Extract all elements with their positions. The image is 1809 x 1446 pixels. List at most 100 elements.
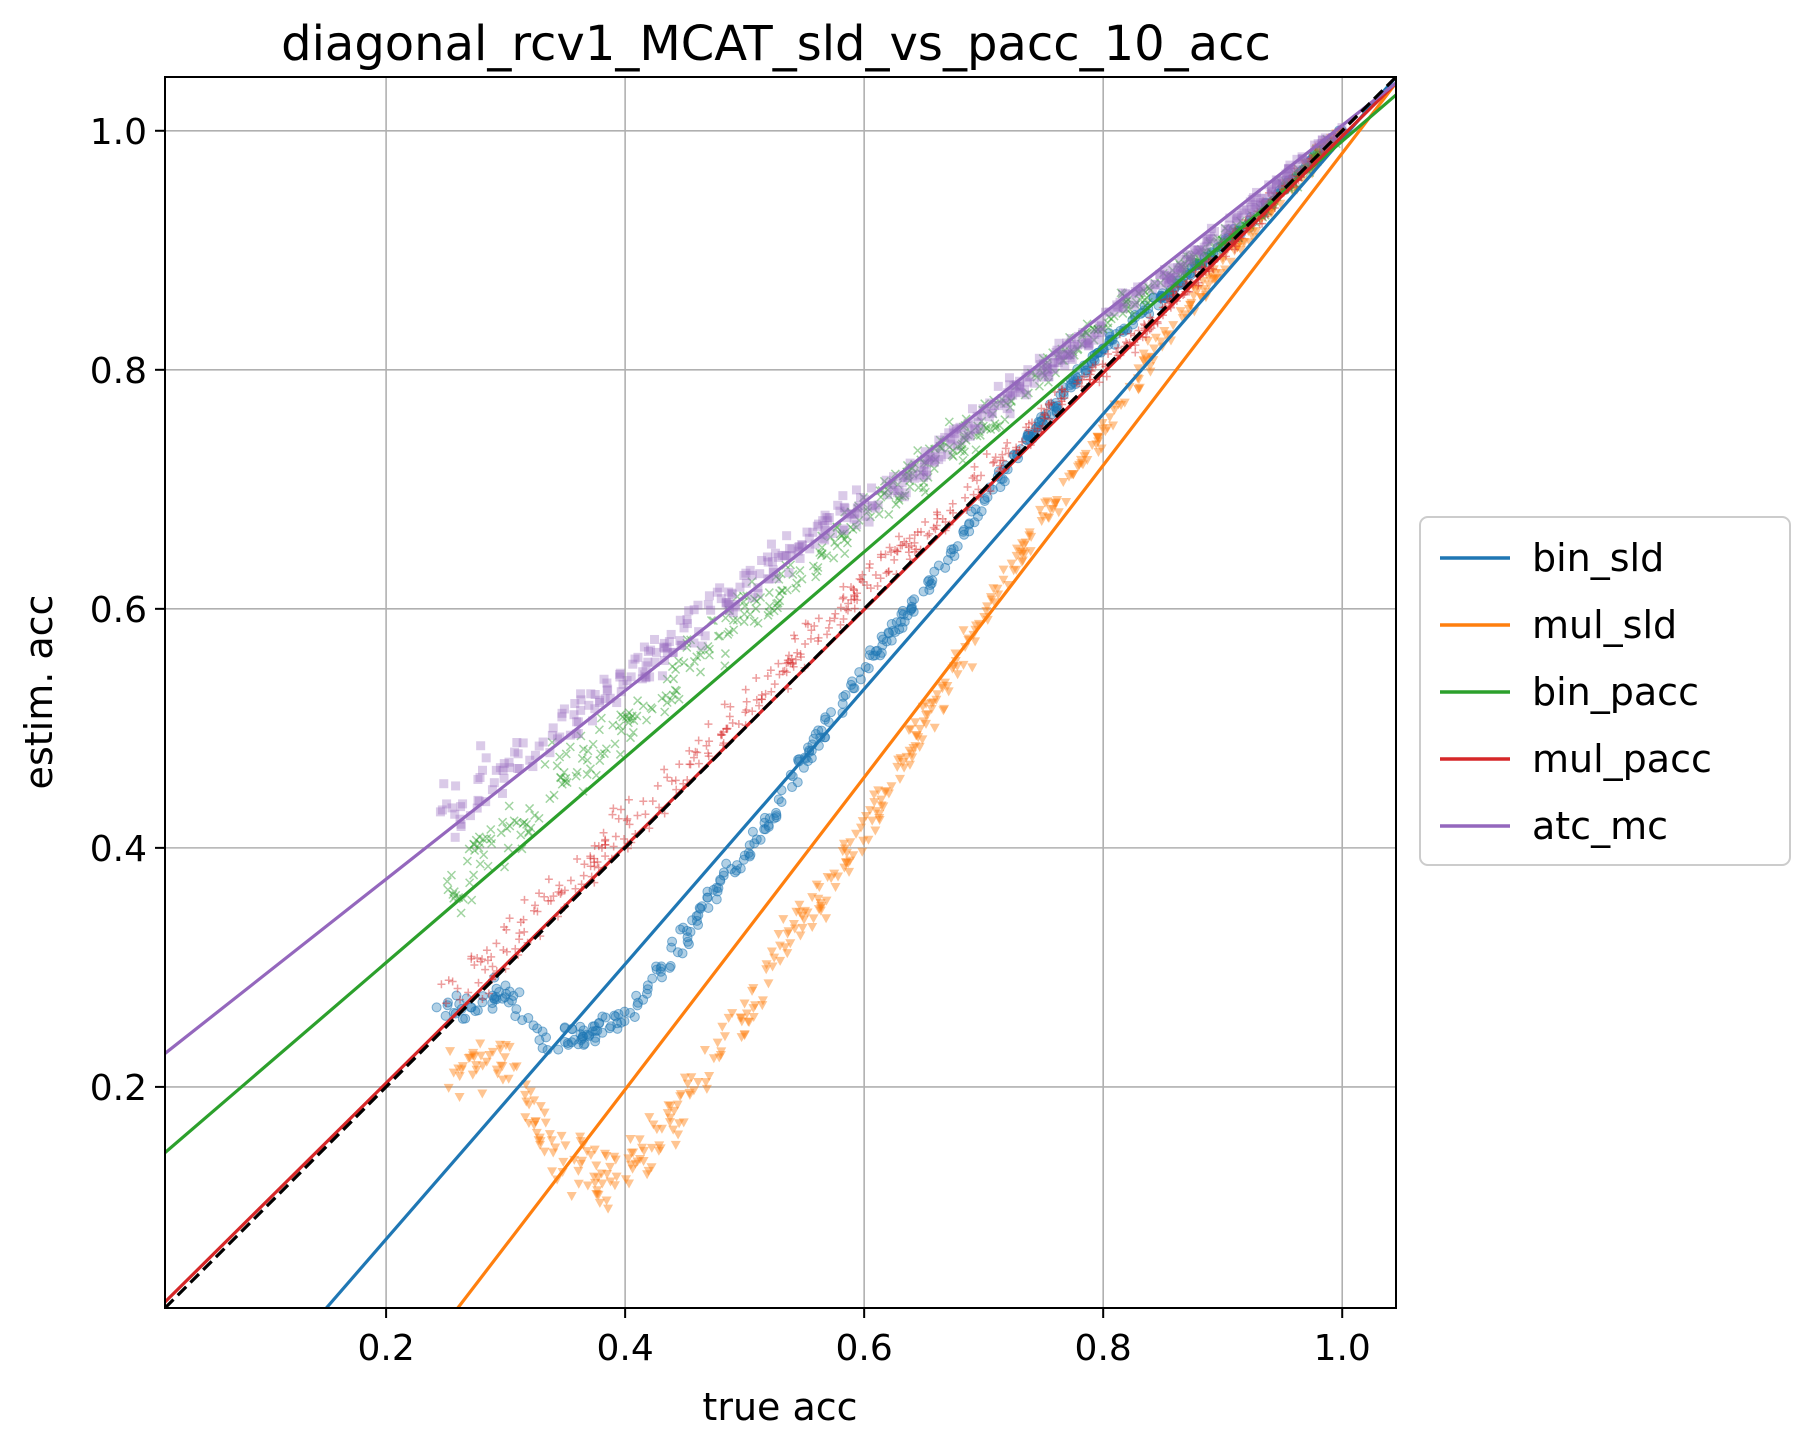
bin-pacc-point <box>897 491 907 501</box>
mul-pacc-point <box>520 927 529 936</box>
mul-sld-point <box>913 733 924 743</box>
atc-mc-point <box>802 527 812 537</box>
bin-pacc-point <box>1059 356 1069 366</box>
bin-pacc-point <box>884 509 894 519</box>
atc-mc-point <box>956 424 966 434</box>
mul-sld-point <box>456 1065 467 1075</box>
mul-pacc-point <box>1057 385 1066 394</box>
bin-pacc-point <box>562 778 572 788</box>
mul-sld-point <box>644 1113 655 1123</box>
mul-sld-point <box>642 1170 653 1180</box>
mul-pacc-point <box>544 875 553 884</box>
mul-pacc-point <box>778 667 787 676</box>
mul-pacc-point <box>560 886 569 895</box>
mul-pacc-point <box>884 567 893 576</box>
mul-pacc-point <box>791 655 800 664</box>
atc-mc-point <box>628 659 638 669</box>
mul-sld-point <box>1025 547 1036 557</box>
bin-pacc-point <box>661 691 671 701</box>
mul-pacc-point <box>787 654 796 663</box>
atc-mc-point <box>1239 205 1249 215</box>
atc-mc-point <box>1073 331 1083 341</box>
atc-mc-point <box>1055 351 1065 361</box>
bin-sld-point <box>933 560 944 571</box>
mul-pacc-point <box>620 835 629 844</box>
atc-mc-point <box>1042 367 1052 377</box>
atc-mc-point <box>584 700 594 710</box>
mul-sld-point <box>599 1149 610 1159</box>
mul-sld-point <box>811 880 822 890</box>
atc-mc-point <box>771 574 781 584</box>
atc-mc-point <box>1155 269 1165 279</box>
bin-pacc-point <box>628 727 638 737</box>
atc-mc-point <box>755 569 765 579</box>
mul-sld-point <box>908 744 919 754</box>
mul-pacc-point <box>1086 370 1095 379</box>
atc-mc-point <box>599 674 609 684</box>
bin-sld-point <box>647 973 658 984</box>
bin-sld-point <box>1041 409 1052 420</box>
mul-sld-point <box>1138 349 1149 359</box>
mul-sld-point <box>495 1045 506 1055</box>
bin-sld-point <box>466 1002 477 1013</box>
atc-mc-point <box>473 774 483 784</box>
atc-mc-point <box>1178 261 1188 271</box>
atc-mc-point <box>936 444 946 454</box>
bin-sld-point <box>860 662 871 673</box>
mul-sld-point <box>679 1073 690 1083</box>
mul-sld-point <box>573 1179 584 1189</box>
bin-pacc-point <box>451 890 461 900</box>
mul-pacc-point <box>704 749 713 758</box>
mul-sld-point <box>1080 449 1091 459</box>
mul-pacc-point <box>855 574 864 583</box>
mul-sld-point <box>789 924 800 934</box>
mul-sld-point <box>943 687 954 697</box>
mul-pacc-point <box>839 582 848 591</box>
mul-pacc-point <box>719 739 728 748</box>
atc-mc-point <box>534 741 544 751</box>
mul-pacc-point <box>482 946 491 955</box>
mul-pacc-point <box>839 593 848 602</box>
atc-mc-point <box>901 488 911 498</box>
atc-mc-point <box>929 458 939 468</box>
atc-mc-point <box>997 393 1007 403</box>
bin-pacc-point <box>1195 248 1205 258</box>
bin-sld-point <box>581 1029 592 1040</box>
atc-mc-point <box>1047 364 1057 374</box>
mul-sld-point <box>1048 504 1059 514</box>
atc-mc-point <box>662 648 672 658</box>
mul-sld-point <box>981 607 992 617</box>
mul-sld-point <box>893 755 904 765</box>
bin-sld-point <box>537 1026 548 1037</box>
bin-pacc-point <box>565 742 575 752</box>
atc-mc-point <box>559 704 569 714</box>
mul-sld-point <box>1185 301 1196 311</box>
bin-pacc-point <box>588 739 598 749</box>
atc-mc-point <box>897 478 907 488</box>
mul-pacc-point <box>876 550 885 559</box>
mul-sld-point <box>475 1051 486 1061</box>
atc-mc-point <box>1129 301 1139 311</box>
atc-mc-point <box>495 763 505 773</box>
mul-pacc-point <box>1142 332 1150 341</box>
bin-pacc-point <box>1174 258 1184 268</box>
mul-pacc-point <box>717 730 726 739</box>
bin-pacc-point <box>948 445 958 455</box>
mul-sld-point <box>830 882 841 892</box>
bin-sld-point <box>864 650 875 661</box>
bin-pacc-point <box>990 423 1000 433</box>
mul-pacc-point <box>571 884 580 893</box>
fit-lines <box>165 77 1396 1308</box>
bin-sld-point <box>579 1038 590 1049</box>
mul-pacc-point <box>796 652 805 661</box>
atc-mc-point <box>618 679 628 689</box>
bin-pacc-point <box>646 703 656 713</box>
atc-mc-point <box>1272 180 1282 190</box>
bin-pacc-point <box>930 454 941 464</box>
mul-sld-point <box>1198 285 1209 295</box>
mul-sld-point <box>601 1196 612 1206</box>
mul-pacc-point <box>742 697 751 706</box>
mul-sld-point <box>1138 356 1149 366</box>
atc-mc-point <box>703 600 713 610</box>
atc-mc-point <box>1266 189 1276 199</box>
